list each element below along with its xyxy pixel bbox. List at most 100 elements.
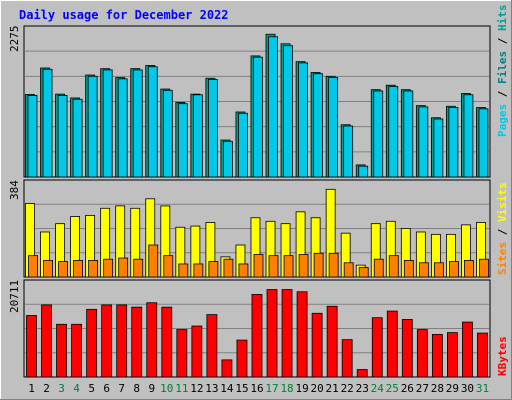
legend-hits-panel: Pages / Files / Hits xyxy=(496,5,509,138)
bar-kbytes xyxy=(71,323,82,378)
day-label: 14 xyxy=(220,382,234,395)
bar-sites xyxy=(403,260,414,278)
kbytes-ymax-label: 20711 xyxy=(8,280,21,313)
bar-sites xyxy=(163,255,174,278)
legend-visits: Visits xyxy=(496,182,509,222)
bar-kbytes xyxy=(251,293,263,378)
bar-sites xyxy=(464,260,474,278)
bar-pages xyxy=(253,56,263,178)
bar-kbytes xyxy=(56,323,67,378)
day-label: 1 xyxy=(28,382,35,395)
bar-pages xyxy=(87,75,98,178)
bar-pages xyxy=(298,62,308,178)
bar-kbytes xyxy=(206,314,218,378)
day-label: 18 xyxy=(280,382,293,395)
bar-sites xyxy=(313,252,324,278)
bar-kbytes xyxy=(356,369,368,378)
legend-hits: Hits xyxy=(496,5,509,32)
bar-sites xyxy=(223,258,234,278)
bar-pages xyxy=(418,106,429,178)
bar-kbytes xyxy=(236,339,248,378)
bar-kbytes xyxy=(176,329,188,378)
bar-sites xyxy=(268,255,279,278)
bar-sites xyxy=(193,263,204,278)
bar-sites xyxy=(343,262,354,278)
bar-sites xyxy=(298,254,309,278)
bar-pages xyxy=(27,95,38,178)
bar-sites xyxy=(328,252,339,278)
bar-kbytes xyxy=(431,333,443,378)
day-label: 15 xyxy=(235,382,248,395)
bar-pages xyxy=(313,73,324,178)
bar-sites xyxy=(28,255,38,278)
bar-sites xyxy=(373,258,384,278)
bar-kbytes xyxy=(101,304,113,378)
bar-kbytes xyxy=(221,359,233,378)
bar-kbytes xyxy=(41,304,52,378)
day-label: 13 xyxy=(205,382,218,395)
bar-pages xyxy=(192,94,203,178)
bar-pages xyxy=(358,165,369,178)
bar-sites xyxy=(148,244,159,278)
day-label: 9 xyxy=(148,382,155,395)
bar-pages xyxy=(388,86,399,178)
bar-kbytes xyxy=(296,291,308,378)
day-label: 21 xyxy=(326,382,339,395)
bar-pages xyxy=(433,118,444,178)
bar-sites xyxy=(43,260,53,278)
legend-sep-2: / xyxy=(496,31,509,51)
bar-kbytes xyxy=(26,315,37,378)
day-label: 28 xyxy=(431,382,444,395)
bar-pages xyxy=(283,45,293,178)
day-label: 11 xyxy=(175,382,188,395)
bar-pages xyxy=(57,95,68,178)
bar-sites xyxy=(433,262,444,278)
day-label: 5 xyxy=(88,382,95,395)
bar-pages xyxy=(177,103,188,178)
chart-title: Daily usage for December 2022 xyxy=(19,8,229,22)
bar-pages xyxy=(223,140,233,178)
bar-sites xyxy=(58,261,68,278)
bar-kbytes xyxy=(281,289,293,378)
day-label: 22 xyxy=(341,382,354,395)
day-label: 10 xyxy=(160,382,173,395)
bar-pages xyxy=(403,90,414,178)
day-label: 17 xyxy=(265,382,278,395)
day-label: 20 xyxy=(311,382,324,395)
bar-sites xyxy=(449,261,459,278)
day-label: 26 xyxy=(401,382,414,395)
bar-kbytes xyxy=(311,312,323,378)
bar-pages xyxy=(132,69,143,178)
bar-pages xyxy=(102,69,113,178)
legend-files: Files xyxy=(496,51,509,84)
day-label: 16 xyxy=(250,382,263,395)
day-label: 19 xyxy=(295,382,308,395)
day-label: 2 xyxy=(43,382,50,395)
bar-sites xyxy=(88,260,99,278)
bar-pages xyxy=(238,112,248,178)
legend-visits-panel: Sites / Visits xyxy=(496,182,509,275)
day-label: 4 xyxy=(73,382,80,395)
day-label: 7 xyxy=(118,382,125,395)
day-label: 23 xyxy=(356,382,369,395)
bar-kbytes xyxy=(191,325,203,378)
bar-sites xyxy=(388,255,399,278)
bar-kbytes xyxy=(462,321,473,378)
bar-sites xyxy=(208,261,219,278)
bar-pages xyxy=(147,66,158,178)
bar-pages xyxy=(72,98,83,178)
bar-pages xyxy=(162,89,173,178)
day-label: 25 xyxy=(386,382,399,395)
legend-sep-1: / xyxy=(496,84,509,104)
bar-kbytes xyxy=(401,319,413,378)
bar-sites xyxy=(103,258,114,278)
bar-kbytes xyxy=(161,306,173,378)
day-label: 31 xyxy=(476,382,489,395)
bar-sites xyxy=(253,254,264,278)
bar-pages xyxy=(268,36,278,178)
legend-kbytes: KBytes xyxy=(496,336,509,376)
legend-sep-3: / xyxy=(496,222,509,242)
bar-kbytes xyxy=(86,308,98,378)
day-label: 6 xyxy=(103,382,110,395)
